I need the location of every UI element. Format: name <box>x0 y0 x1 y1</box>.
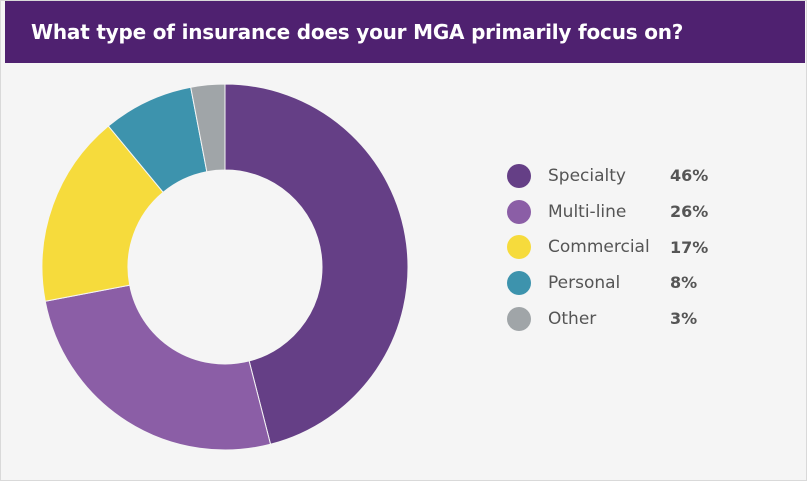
legend-item-personal: Personal 8% <box>507 265 747 301</box>
donut-slice-multi-line <box>44 284 272 451</box>
donut-slice-commercial <box>41 125 164 302</box>
legend-swatch-commercial <box>507 235 531 260</box>
legend-label-multi-line: Multi-line <box>548 201 627 222</box>
legend-value-specialty: 46% <box>670 166 709 186</box>
legend-swatch-personal <box>507 270 531 295</box>
legend-swatch-specialty <box>507 163 531 188</box>
legend-value-personal: 8% <box>670 273 698 293</box>
legend-value-commercial: 17% <box>670 237 709 257</box>
legend-item-other: Other 3% <box>507 301 747 337</box>
legend-label-other: Other <box>548 308 597 329</box>
legend-swatch-multi-line <box>507 199 531 224</box>
legend: Specialty 46% Multi-line 26% Commercial … <box>507 158 747 336</box>
legend-item-commercial: Commercial 17% <box>507 229 747 265</box>
legend-item-specialty: Specialty 46% <box>507 158 747 194</box>
legend-label-specialty: Specialty <box>548 165 626 186</box>
donut-slice-other <box>190 83 226 173</box>
legend-label-commercial: Commercial <box>548 237 650 258</box>
legend-item-multi-line: Multi-line 26% <box>507 194 747 230</box>
title-bar: What type of insurance does your MGA pri… <box>5 1 805 63</box>
donut-slice-specialty <box>224 83 409 445</box>
chart-title: What type of insurance does your MGA pri… <box>31 20 684 44</box>
legend-swatch-other <box>507 306 531 331</box>
legend-label-personal: Personal <box>548 272 621 293</box>
legend-value-multi-line: 26% <box>670 202 709 222</box>
legend-value-other: 3% <box>670 309 698 329</box>
